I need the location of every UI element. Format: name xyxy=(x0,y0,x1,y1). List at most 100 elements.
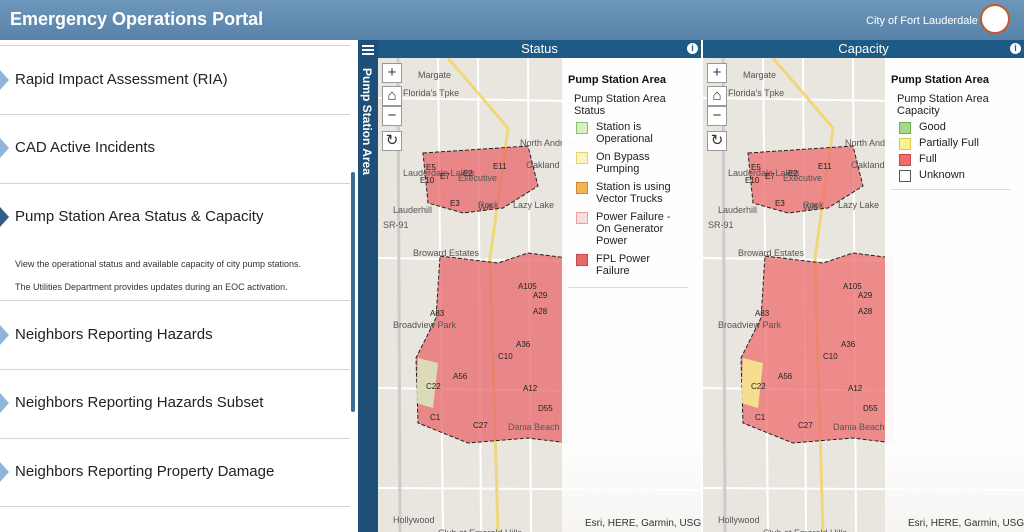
menu-item[interactable]: Neighbors Reporting Property Damage xyxy=(15,463,275,480)
place-label: Lazy Lake xyxy=(513,200,554,210)
legend-divider xyxy=(891,189,1011,190)
district-label: E3 xyxy=(775,199,785,208)
district-label: A33 xyxy=(430,309,445,318)
service-area xyxy=(415,252,569,444)
attribution: Esri, HERE, Garmin, USGS, NOAA xyxy=(908,518,1024,529)
legend-swatch xyxy=(576,122,588,134)
district-label: D55 xyxy=(863,404,878,413)
district-label: C10 xyxy=(823,352,838,361)
panel-title: Status xyxy=(378,40,701,58)
menu-item[interactable]: Neighbors Reporting Hazards Subset xyxy=(15,394,264,411)
place-label: Lauderdale Lakes xyxy=(403,168,475,178)
district-label: E7 xyxy=(765,172,775,181)
district-label: E7 xyxy=(440,172,450,181)
district-label: C1 xyxy=(755,413,766,422)
place-label: Broward Estates xyxy=(738,248,805,258)
attribution: Esri, HERE, Garmin, USGS, NOAA xyxy=(585,518,701,529)
district-label: D55 xyxy=(538,404,553,413)
map-control[interactable]: + xyxy=(707,63,727,83)
district-label: C1 xyxy=(430,413,441,422)
menu-item[interactable]: Rapid Impact Assessment (RIA) xyxy=(15,71,228,88)
city-logo[interactable] xyxy=(980,4,1010,34)
highway xyxy=(396,58,402,532)
place-label: Florida's Tpke xyxy=(403,88,459,98)
map-control[interactable]: ↻ xyxy=(382,131,402,151)
legend-label: Good xyxy=(919,121,946,133)
item-description: The Utilities Department provides update… xyxy=(15,282,288,292)
place-label: Oakland Park xyxy=(851,160,906,170)
city-name[interactable]: City of Fort Lauderdale xyxy=(866,15,978,27)
district-label: A29 xyxy=(533,291,548,300)
legend-label: Partially Full xyxy=(919,137,979,149)
district-label: E5 xyxy=(751,163,761,172)
legend-label: Full xyxy=(919,153,937,165)
item-arrow xyxy=(0,70,9,90)
place-label: Lauderhill xyxy=(393,205,432,215)
legend-swatch xyxy=(576,254,588,266)
place-label: Hollywood xyxy=(718,515,760,525)
place-label: Lazy Lake xyxy=(838,200,879,210)
place-label: Broadview Park xyxy=(393,320,457,330)
map-panel: Margate Florida's Tpke Lauderdale Lakes Lau… xyxy=(378,40,701,532)
legend-label: On Bypass Pumping xyxy=(596,151,650,175)
legend-swatch xyxy=(899,154,911,166)
separator xyxy=(0,114,350,115)
legend-label: Unknown xyxy=(919,169,965,181)
place-label: Lauderdale Lakes xyxy=(728,168,800,178)
separator xyxy=(0,369,350,370)
place-label: Dania Beach xyxy=(508,422,560,432)
district-label: C22 xyxy=(751,382,766,391)
menu-icon[interactable] xyxy=(361,44,375,56)
menu-item[interactable]: CAD Active Incidents xyxy=(15,139,156,156)
side-tab-label: Pump Station Area xyxy=(360,68,374,175)
place-label: Lauderhill xyxy=(718,205,757,215)
legend-label: Power Failure - On Generator Power xyxy=(596,211,671,247)
district-label: C27 xyxy=(473,421,488,430)
district-label: E10 xyxy=(420,176,435,185)
item-description: View the operational status and availabl… xyxy=(15,259,302,269)
separator xyxy=(0,438,350,439)
menu-item[interactable]: Pump Station Area Status & Capacity xyxy=(15,208,264,225)
district-label: A105 xyxy=(518,282,537,291)
district-label: A33 xyxy=(755,309,770,318)
legend-swatch xyxy=(576,182,588,194)
menu-item[interactable]: Neighbors Reporting Hazards xyxy=(15,326,213,343)
map-control[interactable]: ⌂ xyxy=(382,86,402,106)
district-label: A12 xyxy=(848,384,863,393)
district-label: C27 xyxy=(798,421,813,430)
map-control[interactable]: − xyxy=(707,106,727,126)
district-label: E3 xyxy=(450,199,460,208)
service-area xyxy=(740,252,894,444)
place-label: Executive xyxy=(783,173,822,183)
scrollbar[interactable] xyxy=(351,172,355,412)
legend-swatch xyxy=(899,138,911,150)
district-label: E2 xyxy=(463,169,473,178)
legend-divider xyxy=(568,287,688,288)
place-label: Club at Emerald Hills xyxy=(438,528,523,532)
service-area xyxy=(741,358,763,408)
district-label: E5 xyxy=(426,163,436,172)
district-label: E10 xyxy=(745,176,760,185)
place-label: Executive xyxy=(458,173,497,183)
map-panel: Margate Florida's Tpke Lauderdale Lakes Lau… xyxy=(703,40,1024,532)
map-control[interactable]: ↻ xyxy=(707,131,727,151)
sidebar: Rapid Impact Assessment (RIA) CAD Active … xyxy=(0,40,356,532)
separator xyxy=(0,45,350,46)
place-label: Rock xyxy=(803,200,824,210)
panel-title: Capacity xyxy=(703,40,1024,58)
item-arrow xyxy=(0,207,9,227)
item-arrow xyxy=(0,393,9,413)
district-label: A56 xyxy=(453,372,468,381)
map[interactable]: Margate Florida's Tpke Lauderdale Lakes Lau… xyxy=(703,58,1024,532)
place-label: Florida's Tpke xyxy=(728,88,784,98)
info-button[interactable]: i xyxy=(1010,43,1021,54)
legend-swatch xyxy=(899,170,911,182)
district-label: E11 xyxy=(818,162,832,171)
map-control[interactable]: ⌂ xyxy=(707,86,727,106)
place-label: SR-91 xyxy=(383,220,409,230)
map-control[interactable]: + xyxy=(382,63,402,83)
legend-title: Pump Station Area xyxy=(568,74,666,86)
map-control[interactable]: − xyxy=(382,106,402,126)
district-label: A28 xyxy=(533,307,548,316)
info-button[interactable]: i xyxy=(687,43,698,54)
